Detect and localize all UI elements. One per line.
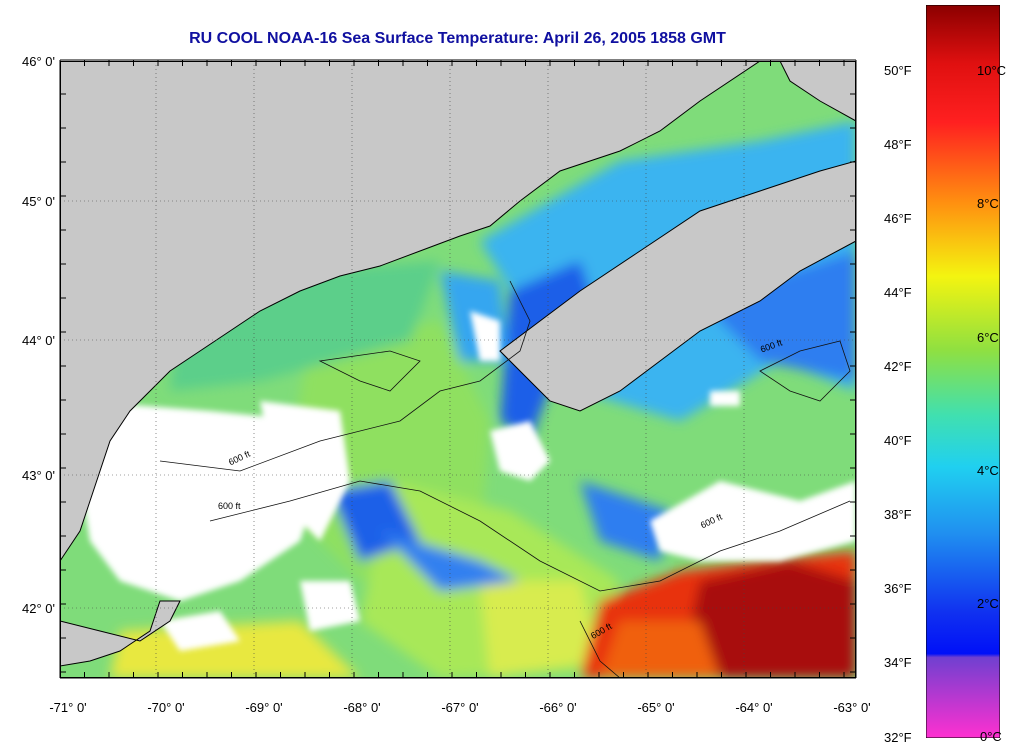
lon-label: -67° 0' <box>441 700 479 715</box>
graticule <box>60 61 856 678</box>
colorbar-f-label: 32°F <box>884 730 912 745</box>
colorbar-f-label: 42°F <box>884 359 912 374</box>
colorbar-f-label: 40°F <box>884 433 912 448</box>
lon-label: -65° 0' <box>637 700 675 715</box>
lat-label: 42° 0' <box>22 601 55 616</box>
colorbar-f-label: 34°F <box>884 655 912 670</box>
colorbar-f-label: 44°F <box>884 285 912 300</box>
lat-label: 46° 0' <box>22 54 55 69</box>
contour-label: 600 ft <box>218 501 241 511</box>
colorbar-f-label: 36°F <box>884 581 912 596</box>
colorbar-f-label: 46°F <box>884 211 912 226</box>
colorbar <box>926 5 1000 738</box>
colorbar-c-label: 6°C <box>977 330 999 345</box>
colorbar-c-label: 10°C <box>977 63 1007 78</box>
lon-label: -66° 0' <box>539 700 577 715</box>
colorbar-c-label: 8°C <box>977 196 999 211</box>
sst-map: 600 ft 600 ft 600 ft 600 ft 600 ft <box>60 61 856 678</box>
land <box>60 61 856 667</box>
lat-label: 44° 0' <box>22 333 55 348</box>
colorbar-f-label: 50°F <box>884 63 912 78</box>
lon-label: -71° 0' <box>49 700 87 715</box>
contours <box>159 280 851 678</box>
lat-label: 45° 0' <box>22 194 55 209</box>
lon-label: -69° 0' <box>245 700 283 715</box>
colorbar-c-label: 0°C <box>980 729 1002 744</box>
colorbar-f-label: 38°F <box>884 507 912 522</box>
lon-label: -63° 0' <box>833 700 871 715</box>
colorbar-c-label: 4°C <box>977 463 999 478</box>
colorbar-c-label: 2°C <box>977 596 999 611</box>
sst-image <box>60 61 856 678</box>
lon-label: -70° 0' <box>147 700 185 715</box>
cloud-mask <box>80 311 856 651</box>
lon-label: -64° 0' <box>735 700 773 715</box>
lat-label: 43° 0' <box>22 468 55 483</box>
colorbar-f-label: 48°F <box>884 137 912 152</box>
map-title: RU COOL NOAA-16 Sea Surface Temperature:… <box>189 30 726 47</box>
lon-label: -68° 0' <box>343 700 381 715</box>
